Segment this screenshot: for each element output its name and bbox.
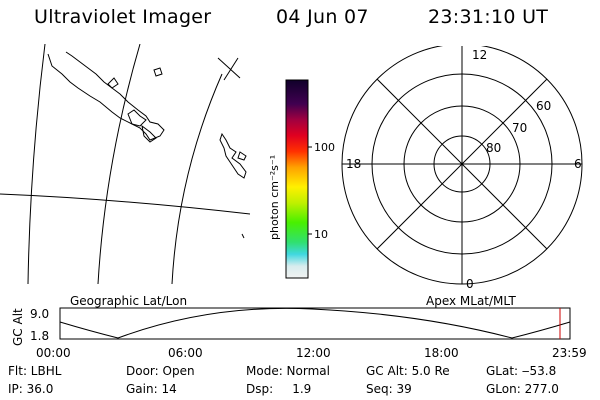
mlt-label-18: 18 xyxy=(346,157,361,171)
y-axis-label: GC Alt xyxy=(11,308,25,346)
mode-info: Mode: Normal xyxy=(246,364,330,378)
lat-label-80: 80 xyxy=(486,141,501,155)
timeline-frame xyxy=(59,307,571,340)
colorbar: 100 10 photon cm⁻²s⁻¹ xyxy=(268,79,335,279)
island-outline xyxy=(141,124,157,143)
gain-info: Gain: 14 xyxy=(126,382,177,396)
meridian-line xyxy=(171,73,223,285)
seq-info: Seq: 39 xyxy=(366,382,412,396)
colorbar-tick-10: 10 xyxy=(314,228,328,241)
altitude-curve xyxy=(59,307,571,339)
gc-alt-info: GC Alt: 5.0 Re xyxy=(366,364,450,378)
island-outline xyxy=(241,233,245,239)
colorbar-gradient xyxy=(285,79,309,279)
glon-info: GLon: 277.0 xyxy=(486,382,559,396)
island-outline xyxy=(107,77,119,89)
instrument-title: Ultraviolet Imager xyxy=(34,6,212,28)
glat-info: GLat: ‒53.8 xyxy=(486,364,557,378)
geographic-map xyxy=(0,44,251,285)
altitude-timeline: GC Alt 9.0 1.8 xyxy=(11,307,571,346)
mlt-diagonal xyxy=(376,78,548,250)
island-outline xyxy=(237,151,247,161)
x-tick: 18:00 xyxy=(424,346,459,360)
coastline xyxy=(47,51,165,141)
colorbar-tick-100: 100 xyxy=(314,141,335,154)
x-tick: 06:00 xyxy=(168,346,203,360)
time-label: 23:31:10 UT xyxy=(428,6,549,28)
lat-label-60: 60 xyxy=(536,99,551,113)
meridian-line xyxy=(97,44,141,285)
ip-info: IP: 36.0 xyxy=(8,382,54,396)
graticule-cross xyxy=(217,57,241,81)
mlt-label-0: 0 xyxy=(466,277,474,291)
latitude-line xyxy=(0,193,251,215)
x-tick: 12:00 xyxy=(296,346,331,360)
y-min-label: 1.8 xyxy=(30,329,49,343)
door-info: Door: Open xyxy=(126,364,195,378)
dsp-info: Dsp: 1.9 xyxy=(246,382,312,396)
y-max-label: 9.0 xyxy=(30,307,49,321)
peninsula-outline xyxy=(219,132,247,179)
colorbar-unit-label: photon cm⁻²s⁻¹ xyxy=(268,155,281,240)
mlt-label-12: 12 xyxy=(472,48,487,62)
geographic-caption: Geographic Lat/Lon xyxy=(70,294,188,308)
x-tick: 23:59 xyxy=(552,346,587,360)
island-outline xyxy=(153,67,163,77)
apex-caption: Apex MLat/MLT xyxy=(426,294,516,308)
date-label: 04 Jun 07 xyxy=(276,6,369,28)
island-outline xyxy=(127,109,147,127)
mlt-label-6: 6 xyxy=(574,157,582,171)
lat-label-70: 70 xyxy=(512,121,527,135)
meridian-line xyxy=(27,44,46,285)
filter-info: Flt: LBHL xyxy=(8,364,62,378)
polar-plot: 12 18 6 0 60 70 80 xyxy=(341,46,583,291)
x-tick: 00:00 xyxy=(36,346,71,360)
